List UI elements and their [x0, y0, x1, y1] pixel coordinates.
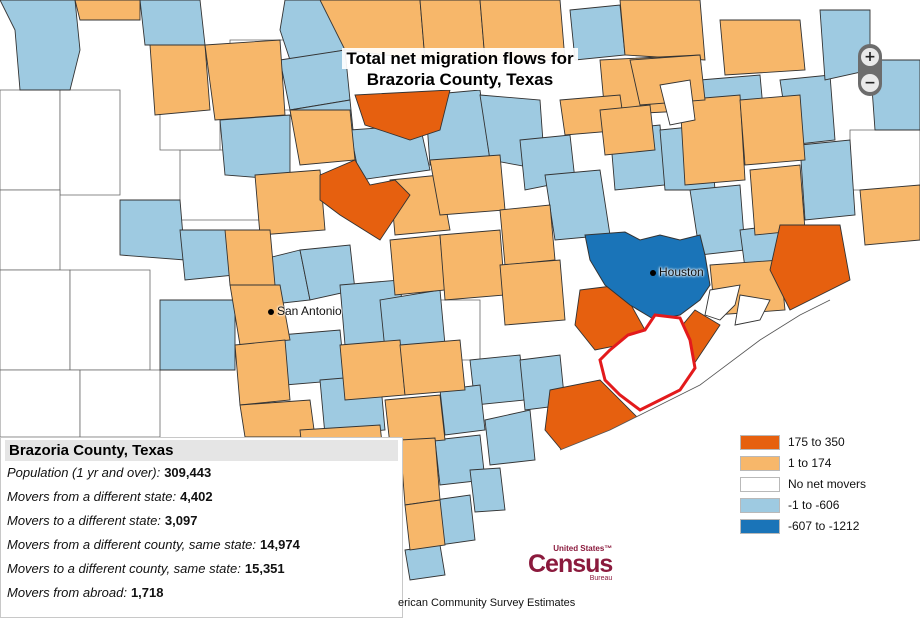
- info-value: 309,443: [164, 465, 212, 480]
- legend-swatch: [740, 498, 780, 513]
- coastline: [559, 299, 831, 451]
- legend-label: No net movers: [788, 477, 867, 491]
- county-info-panel: Brazoria County, Texas Population (1 yr …: [0, 437, 403, 618]
- legend-item: -607 to -1212: [740, 516, 866, 537]
- map-title-line2: Brazoria County, Texas: [362, 69, 558, 90]
- info-value: 14,974: [260, 537, 300, 552]
- info-row-abroad: Movers from abroad: 1,718: [1, 581, 402, 605]
- legend-label: 175 to 350: [788, 435, 845, 449]
- city-san-antonio[interactable]: San Antonio: [268, 304, 342, 318]
- info-row-from-county: Movers from a different county, same sta…: [1, 533, 402, 557]
- county-harris[interactable]: [584, 231, 711, 321]
- map-title-line1: Total net migration flows for: [342, 48, 578, 69]
- info-label: Movers from a different state:: [7, 489, 177, 504]
- legend-label: -1 to -606: [788, 498, 840, 512]
- logo-main-text: Census: [528, 550, 613, 578]
- info-label: Movers to a different state:: [7, 513, 161, 528]
- city-label: Houston: [659, 265, 704, 279]
- info-label: Population (1 yr and over):: [7, 465, 161, 480]
- city-houston[interactable]: Houston: [650, 265, 704, 279]
- legend-item: 1 to 174: [740, 453, 866, 474]
- info-value: 15,351: [244, 561, 285, 576]
- legend-item: -1 to -606: [740, 495, 866, 516]
- legend-swatch: [740, 435, 780, 450]
- counties-no-net: [659, 79, 771, 326]
- legend-swatch: [740, 477, 780, 492]
- legend-swatch: [740, 456, 780, 471]
- map-title: Total net migration flows for Brazoria C…: [300, 48, 620, 90]
- info-label: Movers to a different county, same state…: [7, 561, 241, 576]
- logo-bottom-text: Bureau: [589, 575, 613, 582]
- map-legend: 175 to 350 1 to 174 No net movers -1 to …: [740, 432, 866, 537]
- city-marker-icon: [650, 269, 656, 276]
- legend-label: 1 to 174: [788, 456, 832, 470]
- census-logo[interactable]: United States™ Census Bureau: [528, 544, 613, 582]
- info-value: 3,097: [164, 513, 198, 528]
- info-row-population: Population (1 yr and over): 309,443: [1, 461, 402, 485]
- legend-label: -607 to -1212: [788, 519, 860, 533]
- zoom-in-icon[interactable]: +: [861, 48, 879, 66]
- info-value: 4,402: [180, 489, 213, 504]
- county-brazoria-highlight[interactable]: [598, 313, 697, 412]
- legend-item: No net movers: [740, 474, 866, 495]
- info-row-to-state: Movers to a different state: 3,097: [1, 509, 402, 533]
- city-label: San Antonio: [277, 304, 342, 318]
- info-label: Movers from a different county, same sta…: [7, 537, 257, 552]
- legend-swatch: [740, 519, 780, 534]
- logo-top-text: United States™: [553, 544, 613, 553]
- info-row-from-state: Movers from a different state: 4,402: [1, 485, 402, 509]
- info-value: 1,718: [130, 585, 164, 600]
- info-label: Movers from abroad:: [7, 585, 127, 600]
- gulf-water: [420, 280, 920, 618]
- zoom-control: + −: [858, 44, 882, 96]
- info-row-to-county: Movers to a different county, same state…: [1, 557, 402, 581]
- zoom-out-icon[interactable]: −: [861, 74, 879, 92]
- city-marker-icon: [268, 308, 274, 315]
- legend-item: 175 to 350: [740, 432, 866, 453]
- source-note: erican Community Survey Estimates: [398, 597, 576, 609]
- info-panel-title: Brazoria County, Texas: [5, 440, 398, 461]
